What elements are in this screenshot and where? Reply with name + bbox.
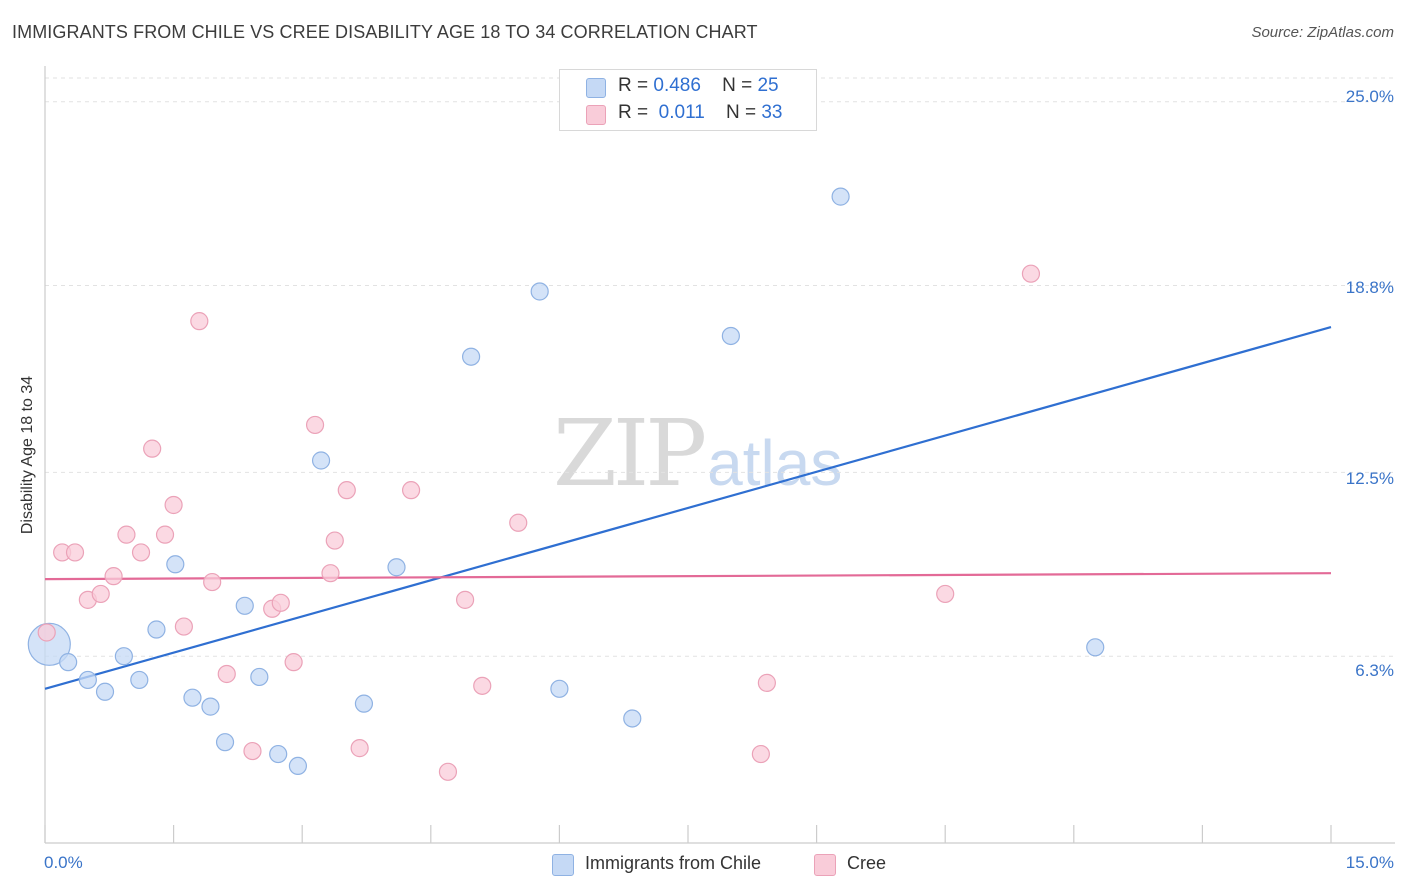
data-point-chile xyxy=(269,744,288,764)
data-point-cree xyxy=(757,673,776,692)
data-point-chile xyxy=(831,187,850,206)
legend-n-value: 33 xyxy=(761,102,783,123)
bottom-legend-label-cree: Cree xyxy=(847,853,887,873)
data-point-chile xyxy=(623,709,642,728)
data-point-cree xyxy=(751,744,770,764)
data-point-cree xyxy=(143,439,162,458)
y-tick-label-25: 25.0% xyxy=(1345,87,1394,106)
data-point-cree xyxy=(325,531,344,550)
data-point-cree xyxy=(131,543,151,562)
data-point-chile xyxy=(78,670,97,690)
data-point-cree xyxy=(321,564,340,583)
bottom-legend-label-chile: Immigrants from Chile xyxy=(585,853,762,873)
data-point-cree xyxy=(1021,264,1041,283)
data-point-chile xyxy=(354,694,374,713)
legend-r-label: R = xyxy=(618,75,649,96)
legend-swatch-cree xyxy=(586,105,606,125)
legend-text-cree: R = 0.011 N = 33 xyxy=(618,102,782,124)
legend-n-label: N = xyxy=(725,102,757,123)
trend-line-chile xyxy=(44,326,1332,690)
y-tick-label-6-3: 6.3% xyxy=(1355,661,1394,680)
legend-text-chile: R = 0.486 N = 25 xyxy=(618,75,779,97)
data-point-chile xyxy=(114,647,133,666)
y-tick-label-18-8: 18.8% xyxy=(1345,278,1394,297)
bottom-legend-swatch-chile xyxy=(552,854,574,876)
data-point-chile xyxy=(721,326,740,346)
data-point-chile xyxy=(250,667,269,687)
data-point-chile xyxy=(130,670,149,690)
data-point-cree xyxy=(65,543,85,562)
data-point-cree xyxy=(401,481,421,500)
y-axis-label: Disability Age 18 to 34 xyxy=(19,375,36,535)
legend-r-label: R = xyxy=(618,102,649,123)
data-point-chile xyxy=(550,679,569,698)
data-point-cree xyxy=(217,664,236,684)
data-point-chile xyxy=(235,596,254,615)
data-point-cree xyxy=(155,525,175,544)
axes xyxy=(44,66,1395,844)
data-point-cree xyxy=(243,741,262,761)
data-point-cree xyxy=(203,572,222,592)
data-point-cree xyxy=(438,762,458,781)
chart-title: IMMIGRANTS FROM CHILE VS CREE DISABILITY… xyxy=(12,22,758,42)
data-point-cree xyxy=(350,739,369,758)
data-point-cree xyxy=(37,623,56,642)
legend-n-value: 25 xyxy=(757,75,779,96)
data-point-chile xyxy=(461,347,481,366)
data-point-cree xyxy=(305,415,325,435)
x-tick-label-min: 0.0% xyxy=(44,853,83,872)
data-point-cree xyxy=(190,312,209,331)
data-point-cree xyxy=(174,617,193,636)
data-point-chile xyxy=(288,756,308,776)
trend-lines xyxy=(44,326,1332,690)
data-point-chile xyxy=(59,653,78,672)
y-tick-label-12-5: 12.5% xyxy=(1345,469,1394,488)
trend-line-cree xyxy=(44,572,1332,581)
data-point-chile xyxy=(201,697,220,716)
data-point-chile xyxy=(95,682,115,701)
data-point-cree xyxy=(473,676,492,695)
data-point-cree xyxy=(936,584,955,604)
data-point-chile xyxy=(1086,638,1105,657)
data-points xyxy=(27,187,1105,781)
data-point-cree xyxy=(284,653,303,672)
source-label: Source: ZipAtlas.com xyxy=(1251,24,1394,41)
data-point-chile xyxy=(530,282,549,301)
legend-r-value: 0.011 xyxy=(653,102,705,123)
data-point-chile xyxy=(311,451,331,470)
data-point-chile xyxy=(215,733,235,752)
data-point-cree xyxy=(104,567,123,586)
bottom-legend-swatch-cree xyxy=(814,854,836,876)
data-point-cree xyxy=(91,584,110,604)
data-point-chile xyxy=(387,558,406,577)
data-point-cree xyxy=(509,513,528,532)
data-point-cree xyxy=(337,481,356,500)
data-point-cree xyxy=(164,495,183,515)
legend-swatch-chile xyxy=(586,78,606,98)
legend: R = 0.486 N = 25 R = 0.011 N = 33 xyxy=(559,69,817,131)
data-point-cree xyxy=(271,593,290,612)
data-point-chile xyxy=(166,555,185,574)
data-point-chile xyxy=(147,620,166,639)
data-point-cree xyxy=(117,525,136,544)
legend-r-value: 0.486 xyxy=(653,75,701,96)
legend-n-label: N = xyxy=(722,75,753,96)
data-point-cree xyxy=(455,590,475,609)
data-point-chile xyxy=(183,688,202,707)
x-tick-label-max: 15.0% xyxy=(1345,853,1394,872)
